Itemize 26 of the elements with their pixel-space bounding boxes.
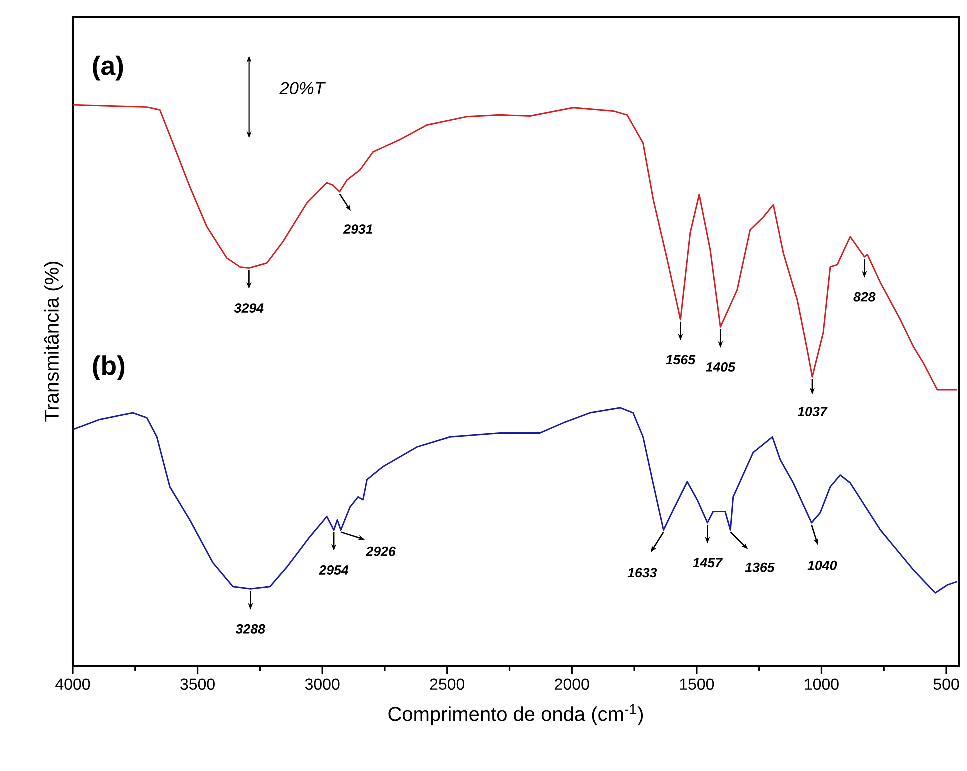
annotation: 3294: [234, 304, 264, 314]
y-axis-title: Transmitância (%): [44, 262, 63, 422]
x-tick-label: 1000: [805, 678, 839, 690]
annotation: (b): [93, 356, 125, 381]
annotation: 1405: [706, 362, 736, 372]
x-tick-label: 3000: [305, 678, 340, 690]
annotation: 1457: [693, 558, 724, 568]
annotation: 828: [854, 292, 876, 302]
annotation: 3288: [236, 624, 266, 634]
annotation: 2954: [319, 566, 349, 575]
text: (a): [93, 56, 124, 81]
annotation: 1633: [628, 568, 658, 578]
annotation: 1037: [798, 407, 828, 416]
x-tick-label: 2500: [430, 678, 465, 690]
x-axis-title: Comprimento de onda (cm$^{-1}$): [388, 704, 644, 726]
annotation: 1565: [666, 355, 696, 365]
annotation: 1040: [808, 560, 838, 570]
x-tick-label: 2000: [555, 678, 590, 690]
annotation: 2926: [366, 546, 396, 556]
x-tick-label: 1500: [680, 678, 714, 690]
annotation: 2931: [343, 224, 373, 234]
annotation: 1365: [745, 562, 775, 572]
x-tick-label: 500: [934, 678, 960, 690]
x-tick-label: 3500: [180, 678, 215, 690]
x-tick-label: 4000: [56, 678, 90, 690]
text: 20%T: [280, 82, 326, 95]
